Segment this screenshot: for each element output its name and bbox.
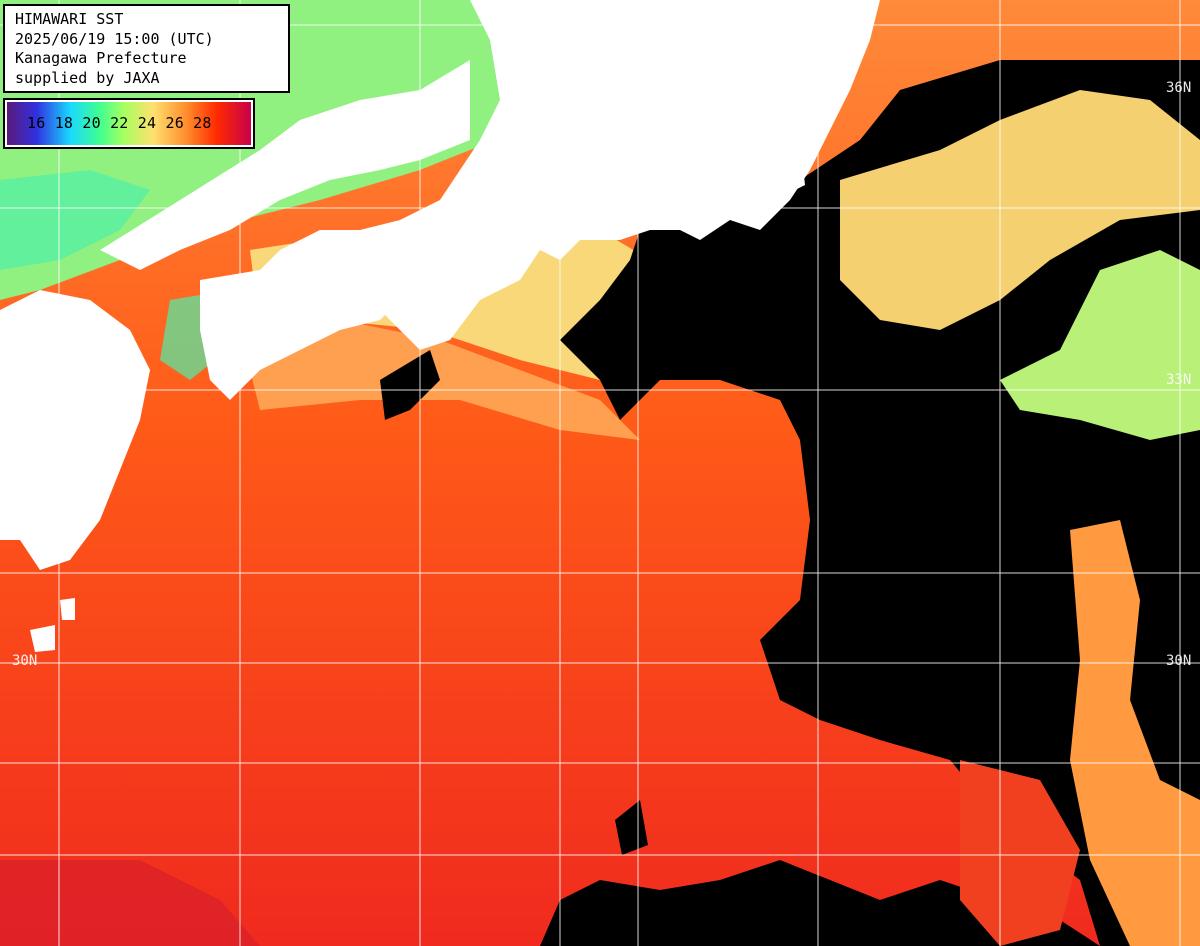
land-shikoku	[200, 270, 400, 400]
lat-label-30n-right: 30N	[1166, 653, 1192, 669]
info-panel: HIMAWARI SST 2025/06/19 15:00 (UTC) Kana…	[3, 4, 290, 93]
scale-labels: 16 18 20 22 24 26 28	[27, 114, 212, 132]
credit-text: supplied by JAXA	[15, 68, 160, 87]
east-patch-orange	[1070, 520, 1200, 946]
cyan-patches	[0, 170, 240, 380]
land-izu	[690, 140, 805, 225]
no-data-spots	[380, 350, 648, 855]
title-text: HIMAWARI SST	[15, 10, 124, 28]
region-text: Kanagawa Prefecture	[15, 49, 187, 67]
land-honshu	[250, 0, 880, 350]
land-kyushu	[0, 290, 150, 570]
land-chugoku-top	[100, 60, 470, 270]
no-data-east	[560, 60, 1200, 946]
no-data-sw	[540, 860, 1100, 946]
east-patch-green	[1000, 250, 1200, 440]
scale-gradient-bar	[7, 102, 251, 145]
se-dark-patch	[0, 860, 260, 946]
east-patch-yellow	[840, 90, 1200, 330]
datetime-text: 2025/06/19 15:00 (UTC)	[15, 29, 214, 48]
lat-label-36n: 36N	[1166, 80, 1192, 96]
lat-label-30n-left: 30N	[12, 653, 38, 669]
lat-label-33n: 33N	[1166, 372, 1192, 388]
lon-label-130e: 130E	[484, 2, 500, 36]
temperature-scale: 16 18 20 22 24 26 28	[3, 98, 255, 149]
east-patch-red	[960, 760, 1080, 946]
